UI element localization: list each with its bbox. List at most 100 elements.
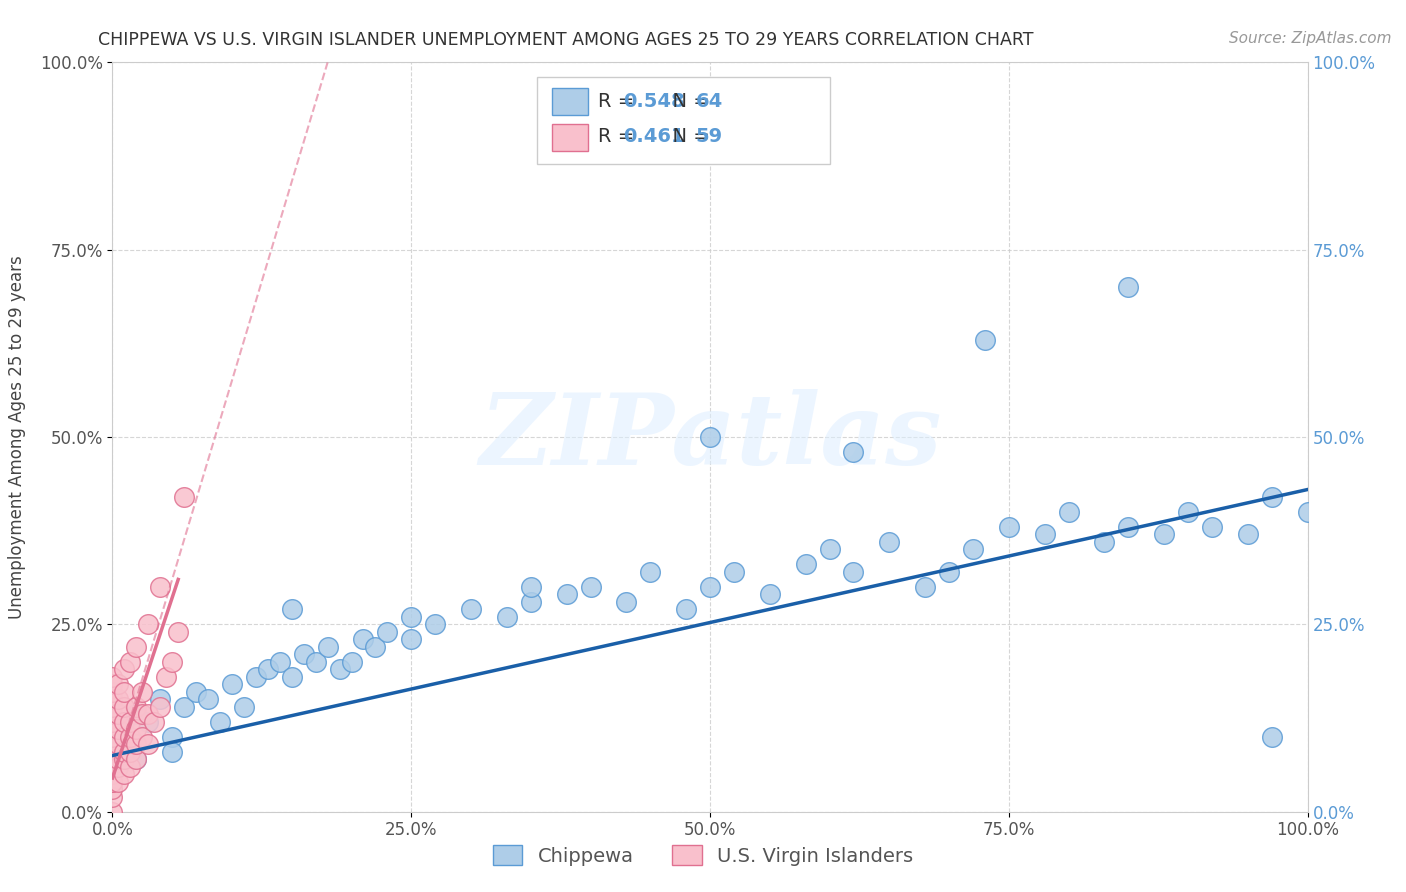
Point xyxy=(101,677,124,691)
Point xyxy=(120,655,142,669)
Point xyxy=(101,670,124,684)
Point xyxy=(233,699,256,714)
Point xyxy=(759,587,782,601)
Point xyxy=(364,640,387,654)
Point xyxy=(377,624,399,639)
Point xyxy=(401,632,423,647)
Point xyxy=(209,714,232,729)
Point xyxy=(125,699,148,714)
Point xyxy=(1201,520,1223,534)
Point xyxy=(460,602,482,616)
Point xyxy=(114,714,135,729)
Point xyxy=(114,662,135,676)
Point xyxy=(101,745,124,759)
Point xyxy=(107,677,129,691)
Point xyxy=(138,737,160,751)
Point xyxy=(101,760,124,774)
Y-axis label: Unemployment Among Ages 25 to 29 years: Unemployment Among Ages 25 to 29 years xyxy=(8,255,25,619)
Point xyxy=(197,692,219,706)
Point xyxy=(914,580,936,594)
Text: R =: R = xyxy=(598,92,640,111)
Point xyxy=(125,707,148,722)
Point xyxy=(555,587,578,601)
Point xyxy=(699,430,721,444)
Point xyxy=(149,699,172,714)
Point xyxy=(998,520,1021,534)
Point xyxy=(120,730,142,744)
Text: CHIPPEWA VS U.S. VIRGIN ISLANDER UNEMPLOYMENT AMONG AGES 25 TO 29 YEARS CORRELAT: CHIPPEWA VS U.S. VIRGIN ISLANDER UNEMPLO… xyxy=(98,31,1033,49)
Point xyxy=(425,617,447,632)
Text: 59: 59 xyxy=(696,128,723,146)
Text: 0.548: 0.548 xyxy=(623,92,685,111)
Point xyxy=(120,745,142,759)
Point xyxy=(155,670,177,684)
Point xyxy=(1118,280,1140,294)
Point xyxy=(131,685,153,699)
Point xyxy=(114,752,135,766)
Point xyxy=(329,662,352,676)
Point xyxy=(107,692,129,706)
Point xyxy=(245,670,267,684)
Point xyxy=(818,542,841,557)
Point xyxy=(879,535,901,549)
Point xyxy=(101,789,124,804)
Point xyxy=(520,580,543,594)
Point xyxy=(842,565,865,579)
Point xyxy=(114,767,135,781)
Point xyxy=(675,602,697,616)
Text: R =: R = xyxy=(598,128,640,146)
Point xyxy=(938,565,960,579)
Point xyxy=(173,699,195,714)
Point xyxy=(305,655,328,669)
Point xyxy=(131,707,153,722)
Point xyxy=(107,707,129,722)
Point xyxy=(107,737,129,751)
Point xyxy=(101,707,124,722)
Point xyxy=(143,714,166,729)
Point xyxy=(125,723,148,737)
Point xyxy=(125,640,148,654)
Point xyxy=(162,655,183,669)
Point xyxy=(292,648,315,662)
Point xyxy=(149,580,172,594)
Point xyxy=(340,655,363,669)
Point xyxy=(186,685,208,699)
Point xyxy=(1261,490,1284,504)
Point xyxy=(101,760,124,774)
Point xyxy=(107,774,129,789)
Point xyxy=(114,699,135,714)
Legend: Chippewa, U.S. Virgin Islanders: Chippewa, U.S. Virgin Islanders xyxy=(485,838,921,873)
Point xyxy=(101,782,124,797)
Point xyxy=(496,610,519,624)
Point xyxy=(101,685,124,699)
Point xyxy=(125,737,148,751)
Text: N =: N = xyxy=(659,92,716,111)
Point xyxy=(162,745,183,759)
Point xyxy=(120,714,142,729)
Text: ZIPatlas: ZIPatlas xyxy=(479,389,941,485)
Point xyxy=(120,760,142,774)
Point xyxy=(101,723,124,737)
Point xyxy=(162,730,183,744)
Point xyxy=(269,655,291,669)
Point xyxy=(974,333,997,347)
Point xyxy=(101,737,124,751)
Text: Source: ZipAtlas.com: Source: ZipAtlas.com xyxy=(1229,31,1392,46)
Point xyxy=(138,617,160,632)
FancyBboxPatch shape xyxy=(553,124,588,151)
Point xyxy=(114,730,135,744)
Point xyxy=(101,692,124,706)
Point xyxy=(281,670,304,684)
Point xyxy=(281,602,304,616)
Point xyxy=(1094,535,1116,549)
Point xyxy=(616,595,638,609)
Point xyxy=(131,730,153,744)
Point xyxy=(101,774,124,789)
Point xyxy=(962,542,984,557)
Point xyxy=(125,752,148,766)
Point xyxy=(173,490,195,504)
Point xyxy=(401,610,423,624)
Point xyxy=(1153,527,1175,541)
Point xyxy=(1177,505,1199,519)
Point xyxy=(842,445,865,459)
